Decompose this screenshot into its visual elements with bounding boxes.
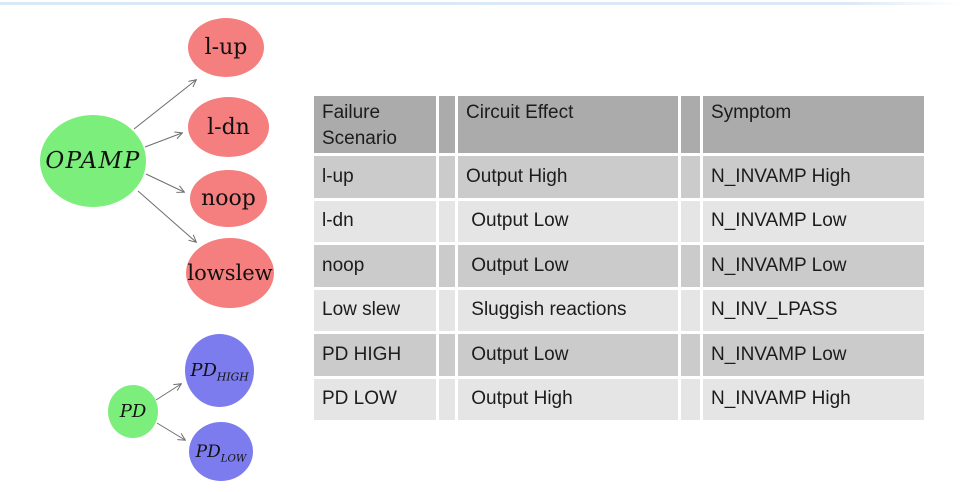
cell-scenario: l-dn [314, 200, 436, 242]
cell-effect: Output Low [458, 245, 678, 287]
node-l-dn: l-dn [188, 97, 269, 157]
edge-pd-pdhigh [155, 384, 181, 401]
node-pd: PD [108, 385, 158, 438]
cell-spacer [439, 334, 455, 376]
cell-scenario: l-up [314, 156, 436, 198]
node-lowslew: lowslew [186, 238, 274, 308]
cell-scenario: PD HIGH [314, 334, 436, 376]
header-spacer-2 [681, 96, 700, 153]
header-circuit-effect: Circuit Effect [458, 96, 678, 153]
cell-spacer [681, 334, 700, 376]
cell-symptom: N_INVAMP High [703, 156, 924, 198]
cell-symptom: N_INVAMP Low [703, 200, 924, 242]
node-l-up: l-up [188, 18, 264, 77]
cell-spacer [681, 245, 700, 287]
cell-spacer [681, 200, 700, 242]
cell-effect: Output High [458, 378, 678, 420]
edge-opamp-noop [145, 173, 184, 192]
cell-effect: Output High [458, 156, 678, 198]
cell-effect: Output Low [458, 334, 678, 376]
cell-spacer [439, 378, 455, 420]
node-pd-high-label: PDHIGH [190, 360, 249, 384]
cell-symptom: N_INVAMP Low [703, 245, 924, 287]
node-l-dn-label: l-dn [207, 114, 250, 140]
cell-spacer [439, 156, 455, 198]
cell-scenario: Low slew [314, 289, 436, 331]
edge-pd-pdlow [156, 422, 185, 440]
node-l-up-label: l-up [204, 35, 248, 60]
header-spacer-1 [439, 96, 455, 153]
cell-spacer [439, 289, 455, 331]
cell-scenario: noop [314, 245, 436, 287]
cell-effect: Output Low [458, 200, 678, 242]
cell-symptom: N_INVAMP Low [703, 334, 924, 376]
edge-opamp-lowslew [137, 190, 196, 242]
cell-spacer [681, 156, 700, 198]
cell-effect: Sluggish reactions [458, 289, 678, 331]
cell-scenario: PD LOW [314, 378, 436, 420]
failure-scenario-table: Failure Scenario Circuit Effect Symptom … [314, 96, 924, 420]
node-pd-high: PDHIGH [185, 334, 254, 407]
cell-spacer [681, 378, 700, 420]
cell-spacer [439, 245, 455, 287]
node-opamp-label: OPAMP [45, 148, 141, 174]
window-top-border [0, 2, 964, 5]
node-pd-low-label: PDLOW [195, 441, 247, 464]
node-lowslew-label: lowslew [187, 261, 273, 285]
header-symptom: Symptom [703, 96, 924, 153]
node-noop-label: noop [201, 186, 256, 211]
cell-symptom: N_INVAMP High [703, 378, 924, 420]
edge-opamp-ldn [144, 133, 182, 148]
cell-symptom: N_INV_LPASS [703, 289, 924, 331]
node-pd-label: PD [119, 401, 147, 422]
cell-spacer [439, 200, 455, 242]
node-pd-low: PDLOW [189, 422, 253, 481]
edge-opamp-lup [133, 80, 196, 130]
cell-spacer [681, 289, 700, 331]
node-noop: noop [190, 170, 267, 227]
node-opamp: OPAMP [40, 115, 146, 207]
header-failure-scenario: Failure Scenario [314, 96, 436, 153]
